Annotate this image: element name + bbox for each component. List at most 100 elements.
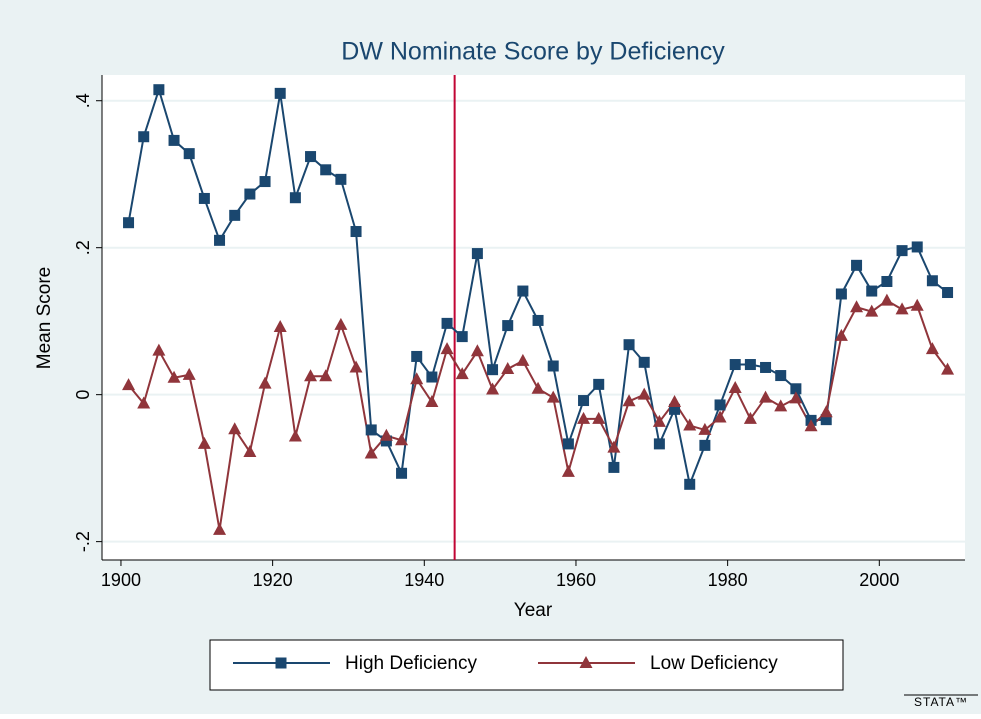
marker xyxy=(684,478,696,490)
marker xyxy=(350,226,362,238)
x-tick-label: 1920 xyxy=(253,570,293,590)
marker xyxy=(273,320,287,333)
marker xyxy=(896,245,908,257)
marker xyxy=(607,440,621,453)
marker xyxy=(411,350,423,362)
marker xyxy=(197,436,211,449)
marker xyxy=(182,367,196,380)
marker xyxy=(790,383,802,395)
marker xyxy=(775,370,787,382)
marker xyxy=(486,382,500,395)
marker xyxy=(425,395,439,408)
marker xyxy=(699,439,711,451)
marker xyxy=(531,381,545,394)
marker xyxy=(789,391,803,404)
logo: STATA™ xyxy=(914,695,968,709)
marker xyxy=(820,414,832,426)
marker xyxy=(320,164,332,176)
marker xyxy=(349,360,363,373)
marker xyxy=(608,461,620,473)
marker xyxy=(713,410,727,423)
marker xyxy=(546,390,560,403)
marker xyxy=(653,438,665,450)
marker xyxy=(228,422,242,435)
y-tick-label: .2 xyxy=(73,240,93,255)
marker xyxy=(834,328,848,341)
chart-title: DW Nominate Score by Deficiency xyxy=(341,38,725,66)
legend-marker xyxy=(579,656,593,668)
marker xyxy=(380,435,392,447)
marker xyxy=(365,424,377,436)
marker xyxy=(395,433,409,446)
marker xyxy=(880,293,894,306)
marker xyxy=(532,314,544,326)
marker xyxy=(243,444,257,457)
marker xyxy=(698,422,712,435)
marker xyxy=(288,429,302,442)
marker xyxy=(456,331,468,343)
marker xyxy=(440,342,454,355)
marker xyxy=(911,241,923,253)
marker xyxy=(561,464,575,477)
marker xyxy=(638,356,650,368)
marker xyxy=(123,217,135,229)
marker xyxy=(865,304,879,317)
marker xyxy=(258,376,272,389)
marker xyxy=(819,405,833,418)
y-tick-label: -.2 xyxy=(73,531,93,552)
marker xyxy=(683,418,697,431)
marker xyxy=(426,371,438,383)
marker xyxy=(910,298,924,311)
marker xyxy=(774,399,788,412)
marker xyxy=(501,361,515,374)
marker xyxy=(714,399,726,411)
marker xyxy=(138,131,150,143)
marker xyxy=(137,396,151,409)
marker xyxy=(183,148,195,160)
marker xyxy=(866,285,878,297)
marker xyxy=(729,359,741,371)
marker xyxy=(669,403,681,415)
marker xyxy=(851,259,863,271)
marker xyxy=(562,438,574,450)
marker xyxy=(593,378,605,390)
marker xyxy=(379,428,393,441)
marker xyxy=(274,87,286,99)
marker xyxy=(743,411,757,424)
marker xyxy=(517,285,529,297)
marker xyxy=(335,173,347,185)
marker xyxy=(578,395,590,407)
marker xyxy=(592,411,606,424)
marker xyxy=(304,369,318,382)
marker xyxy=(622,394,636,407)
marker xyxy=(759,390,773,403)
marker xyxy=(122,378,136,391)
marker xyxy=(334,317,348,330)
marker xyxy=(470,344,484,357)
x-tick-label: 1940 xyxy=(404,570,444,590)
marker xyxy=(319,369,333,382)
legend-label: Low Deficiency xyxy=(650,653,778,674)
marker xyxy=(214,234,226,246)
marker xyxy=(167,370,181,383)
marker xyxy=(441,317,453,329)
marker xyxy=(942,287,954,299)
marker xyxy=(305,151,317,163)
y-tick-label: .4 xyxy=(73,93,93,108)
marker xyxy=(152,343,166,356)
x-tick-label: 1900 xyxy=(101,570,141,590)
marker xyxy=(547,360,559,372)
y-axis-label: Mean Score xyxy=(34,267,55,369)
marker xyxy=(229,209,241,221)
marker xyxy=(471,248,483,260)
marker xyxy=(168,134,180,146)
legend xyxy=(209,639,844,691)
marker xyxy=(577,411,591,424)
legend-label: High Deficiency xyxy=(345,653,477,674)
marker xyxy=(668,395,682,408)
marker xyxy=(760,361,772,373)
marker xyxy=(244,188,256,200)
marker xyxy=(396,467,408,479)
x-tick-label: 1980 xyxy=(708,570,748,590)
marker xyxy=(455,367,469,380)
